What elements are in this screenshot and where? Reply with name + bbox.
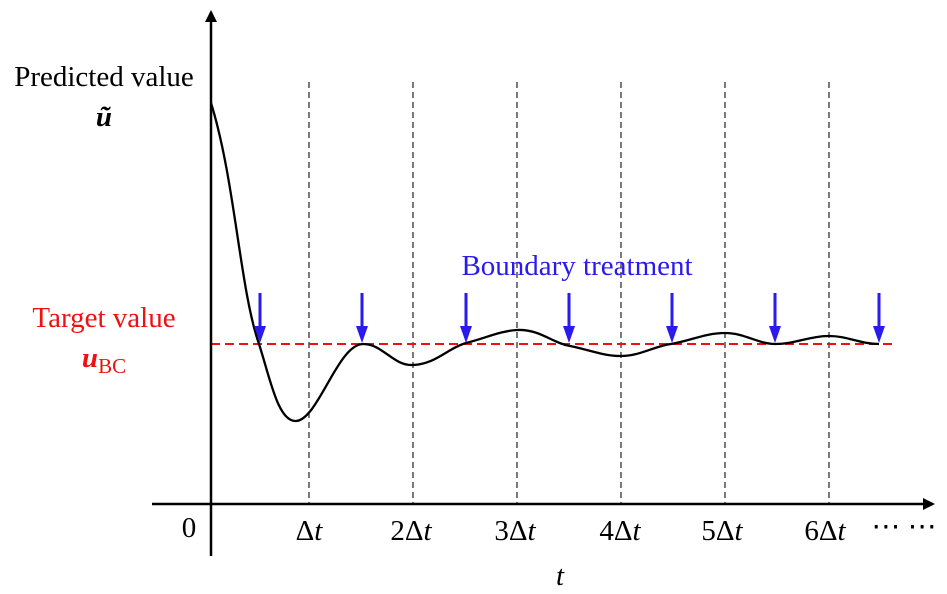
predicted-value-curve <box>209 102 880 423</box>
boundary-arrow <box>460 293 472 343</box>
boundary-arrow <box>356 293 368 343</box>
x-axis-title: t <box>556 560 565 592</box>
boundary-arrow <box>563 293 575 343</box>
origin-label: 0 <box>182 512 197 544</box>
boundary-arrow <box>873 293 885 343</box>
target-symbol: uBC <box>82 342 126 378</box>
target-symbol-subscript: BC <box>98 354 126 378</box>
y-axis-title: Predicted value <box>14 61 194 93</box>
tick-label-3: 3Δt <box>494 515 536 547</box>
boundary-arrow <box>666 293 678 343</box>
x-axis-ellipsis: ⋯ ⋯ <box>871 511 936 543</box>
tick-label-6: 6Δt <box>804 515 846 547</box>
target-title: Target value <box>32 302 175 334</box>
y-axis-symbol: ũ <box>96 101 112 133</box>
tick-label-4: 4Δt <box>599 515 641 547</box>
boundary-arrow <box>769 293 781 343</box>
target-symbol-u: u <box>82 342 98 374</box>
boundary-arrow <box>254 293 266 343</box>
time-step-gridlines <box>308 82 830 504</box>
tick-label-2: 2Δt <box>390 515 432 547</box>
tick-label-1: Δt <box>296 515 324 547</box>
tick-label-5: 5Δt <box>701 515 743 547</box>
boundary-treatment-arrows <box>254 293 885 343</box>
boundary-treatment-label: Boundary treatment <box>461 250 692 282</box>
